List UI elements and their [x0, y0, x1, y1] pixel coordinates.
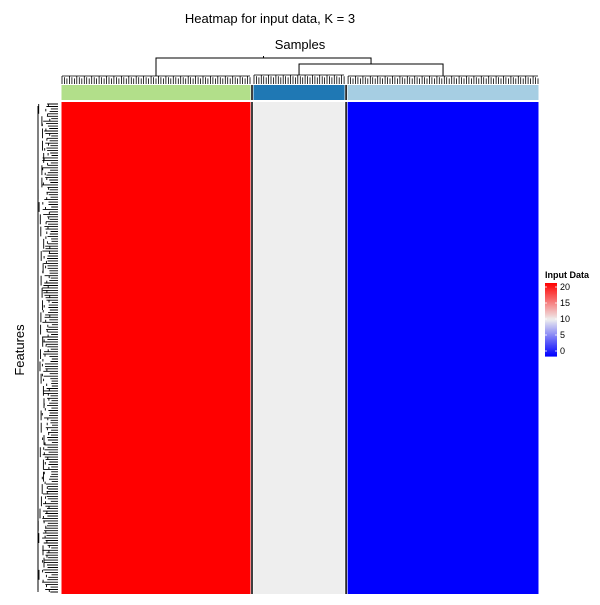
heatmap-body	[58, 85, 542, 594]
legend-swatch-1	[545, 284, 557, 287]
legend-tick-label-5: 5	[560, 330, 565, 340]
row-dendrogram	[37, 103, 58, 593]
legend-swatch-58	[545, 353, 557, 356]
cluster-annotation-bar	[60, 85, 540, 100]
legend-tick-label-10: 10	[560, 314, 570, 324]
legend-swatch-12	[545, 297, 557, 300]
annotation-cluster-3	[346, 85, 540, 100]
legend-swatch-40	[545, 331, 557, 334]
legend-tick-label-15: 15	[560, 298, 570, 308]
legend-swatch-6	[545, 290, 557, 293]
legend-swatch-22	[545, 309, 557, 312]
legend-swatch-3	[545, 286, 557, 289]
legend-swatch-10	[545, 295, 557, 297]
legend-swatch-27	[545, 315, 557, 318]
legend-tick-label-20: 20	[560, 282, 570, 292]
legend-swatch-37	[545, 328, 557, 330]
legend-swatch-59	[545, 354, 557, 357]
legend-swatch-16	[545, 302, 557, 305]
legend-swatch-25	[545, 313, 557, 316]
legend-swatch-56	[545, 351, 557, 353]
legend-swatch-15	[545, 301, 557, 304]
legend-swatch-18	[545, 304, 557, 307]
legend-swatch-55	[545, 349, 557, 352]
legend-swatch-42	[545, 334, 557, 336]
legend-swatch-2	[545, 285, 557, 288]
legend-swatch-21	[545, 308, 557, 311]
legend-swatch-28	[545, 317, 557, 319]
legend-swatch-50	[545, 343, 557, 346]
annotation-cluster-1	[60, 85, 252, 100]
legend-swatch-33	[545, 323, 557, 325]
legend-swatch-11	[545, 296, 557, 299]
dendro-leaves-cluster-3	[347, 75, 539, 84]
legend-swatch-49	[545, 342, 557, 345]
legend-swatch-34	[545, 324, 557, 327]
color-legend: Input Data 0 5 10 15 20	[545, 270, 590, 357]
legend-swatch-48	[545, 341, 557, 344]
legend-swatch-14	[545, 300, 557, 302]
x-axis-label: Samples	[275, 37, 326, 52]
dendro-merge-root	[155, 57, 372, 76]
legend-swatch-4	[545, 287, 557, 290]
legend-swatch-45	[545, 337, 557, 340]
legend-color-bar	[545, 283, 557, 357]
chart-title: Heatmap for input data, K = 3	[185, 11, 355, 26]
legend-ticks: 0 5 10 15 20	[545, 282, 570, 356]
legend-swatch-5	[545, 289, 557, 291]
legend-swatch-26	[545, 314, 557, 317]
row-dendro-branches	[37, 103, 58, 593]
legend-swatch-51	[545, 345, 557, 347]
y-axis-label: Features	[12, 324, 27, 376]
legend-swatch-41	[545, 332, 557, 335]
legend-swatch-20	[545, 307, 557, 310]
legend-swatch-52	[545, 346, 557, 349]
legend-swatch-7	[545, 291, 557, 294]
heatmap-block-3	[346, 102, 540, 594]
legend-swatch-43	[545, 335, 557, 338]
legend-swatch-0	[545, 283, 557, 285]
heatmap-block-1	[60, 102, 252, 594]
legend-swatch-35	[545, 325, 557, 328]
legend-swatch-44	[545, 336, 557, 339]
legend-swatch-17	[545, 303, 557, 306]
legend-swatch-31	[545, 320, 557, 323]
column-dendrogram	[61, 56, 539, 84]
legend-swatch-23	[545, 310, 557, 313]
legend-swatch-36	[545, 326, 557, 329]
legend-swatch-19	[545, 306, 557, 308]
legend-swatch-24	[545, 312, 557, 315]
legend-swatch-53	[545, 347, 557, 350]
dendro-leaves-cluster-1	[61, 75, 251, 84]
legend-swatch-30	[545, 319, 557, 322]
legend-swatch-8	[545, 292, 557, 295]
legend-swatch-47	[545, 340, 557, 342]
legend-swatch-57	[545, 352, 557, 355]
legend-swatch-32	[545, 321, 557, 324]
dendro-merge-2-3	[298, 63, 444, 76]
legend-swatch-39	[545, 330, 557, 333]
dendro-leaves-cluster-2	[253, 74, 345, 84]
legend-swatch-46	[545, 338, 557, 341]
heatmap-block-2	[252, 102, 347, 594]
legend-title: Input Data	[545, 270, 590, 280]
legend-tick-label-0: 0	[560, 346, 565, 356]
legend-swatch-38	[545, 329, 557, 332]
legend-swatch-13	[545, 298, 557, 301]
legend-swatch-9	[545, 293, 557, 296]
legend-swatch-29	[545, 318, 557, 321]
annotation-cluster-2	[252, 85, 347, 100]
legend-swatch-54	[545, 348, 557, 351]
